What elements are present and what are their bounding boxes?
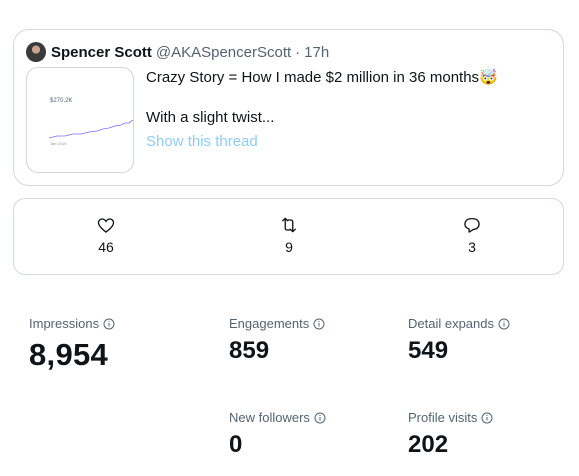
engagements-label: Engagements xyxy=(229,316,310,331)
author-name[interactable]: Spencer Scott xyxy=(51,43,152,61)
reply-icon xyxy=(462,215,482,235)
new-followers-value: 0 xyxy=(229,431,243,458)
separator-dot: · xyxy=(295,43,301,61)
metric-new-followers: New followers 0 xyxy=(229,410,326,459)
retweet-icon xyxy=(279,215,299,235)
tweet-text-line2: With a slight twist... xyxy=(146,109,275,126)
retweet-button[interactable]: 9 xyxy=(259,215,319,255)
tweet-thumbnail[interactable]: $270.2K Jan 2019 xyxy=(26,67,134,173)
impressions-value: 8,954 xyxy=(29,337,109,372)
detail-expands-label: Detail expands xyxy=(408,316,494,331)
impressions-label: Impressions xyxy=(29,316,100,331)
reply-button[interactable]: 3 xyxy=(442,215,502,255)
thumbnail-value-label: $270.2K xyxy=(50,98,73,104)
tweet-time[interactable]: 17h xyxy=(304,43,330,61)
thumbnail-axis-label: Jan 2019 xyxy=(50,141,67,146)
metric-impressions: Impressions 8,954 xyxy=(29,316,115,373)
thumbnail-chart xyxy=(48,119,133,139)
info-icon[interactable] xyxy=(313,318,325,330)
info-icon[interactable] xyxy=(481,412,493,424)
tweet-body: Crazy Story = How I made $2 million in 3… xyxy=(146,68,546,152)
reply-count: 3 xyxy=(468,239,476,255)
engagements-value: 859 xyxy=(229,337,270,364)
metric-detail-expands: Detail expands 549 xyxy=(408,316,510,365)
retweet-count: 9 xyxy=(285,239,293,255)
detail-expands-value: 549 xyxy=(408,337,449,364)
new-followers-label: New followers xyxy=(229,410,310,425)
metric-engagements: Engagements 859 xyxy=(229,316,325,365)
tweet-text-line1: Crazy Story = How I made $2 million in 3… xyxy=(146,69,498,86)
info-icon[interactable] xyxy=(498,318,510,330)
like-count: 46 xyxy=(98,239,114,255)
thumbnail-chart-line xyxy=(48,119,133,139)
tweet-card[interactable]: Spencer Scott @AKASpencerScott · 17h $27… xyxy=(13,29,564,186)
avatar[interactable] xyxy=(26,42,46,62)
profile-visits-label: Profile visits xyxy=(408,410,478,425)
info-icon[interactable] xyxy=(103,318,115,330)
show-thread-link[interactable]: Show this thread xyxy=(146,133,258,150)
author-row: Spencer Scott @AKASpencerScott · 17h xyxy=(26,42,329,62)
heart-icon xyxy=(96,215,116,235)
like-button[interactable]: 46 xyxy=(76,215,136,255)
tweet-actions: 46 9 3 xyxy=(13,198,564,275)
profile-visits-value: 202 xyxy=(408,431,449,458)
metric-profile-visits: Profile visits 202 xyxy=(408,410,493,459)
info-icon[interactable] xyxy=(314,412,326,424)
author-handle[interactable]: @AKASpencerScott xyxy=(155,43,292,61)
